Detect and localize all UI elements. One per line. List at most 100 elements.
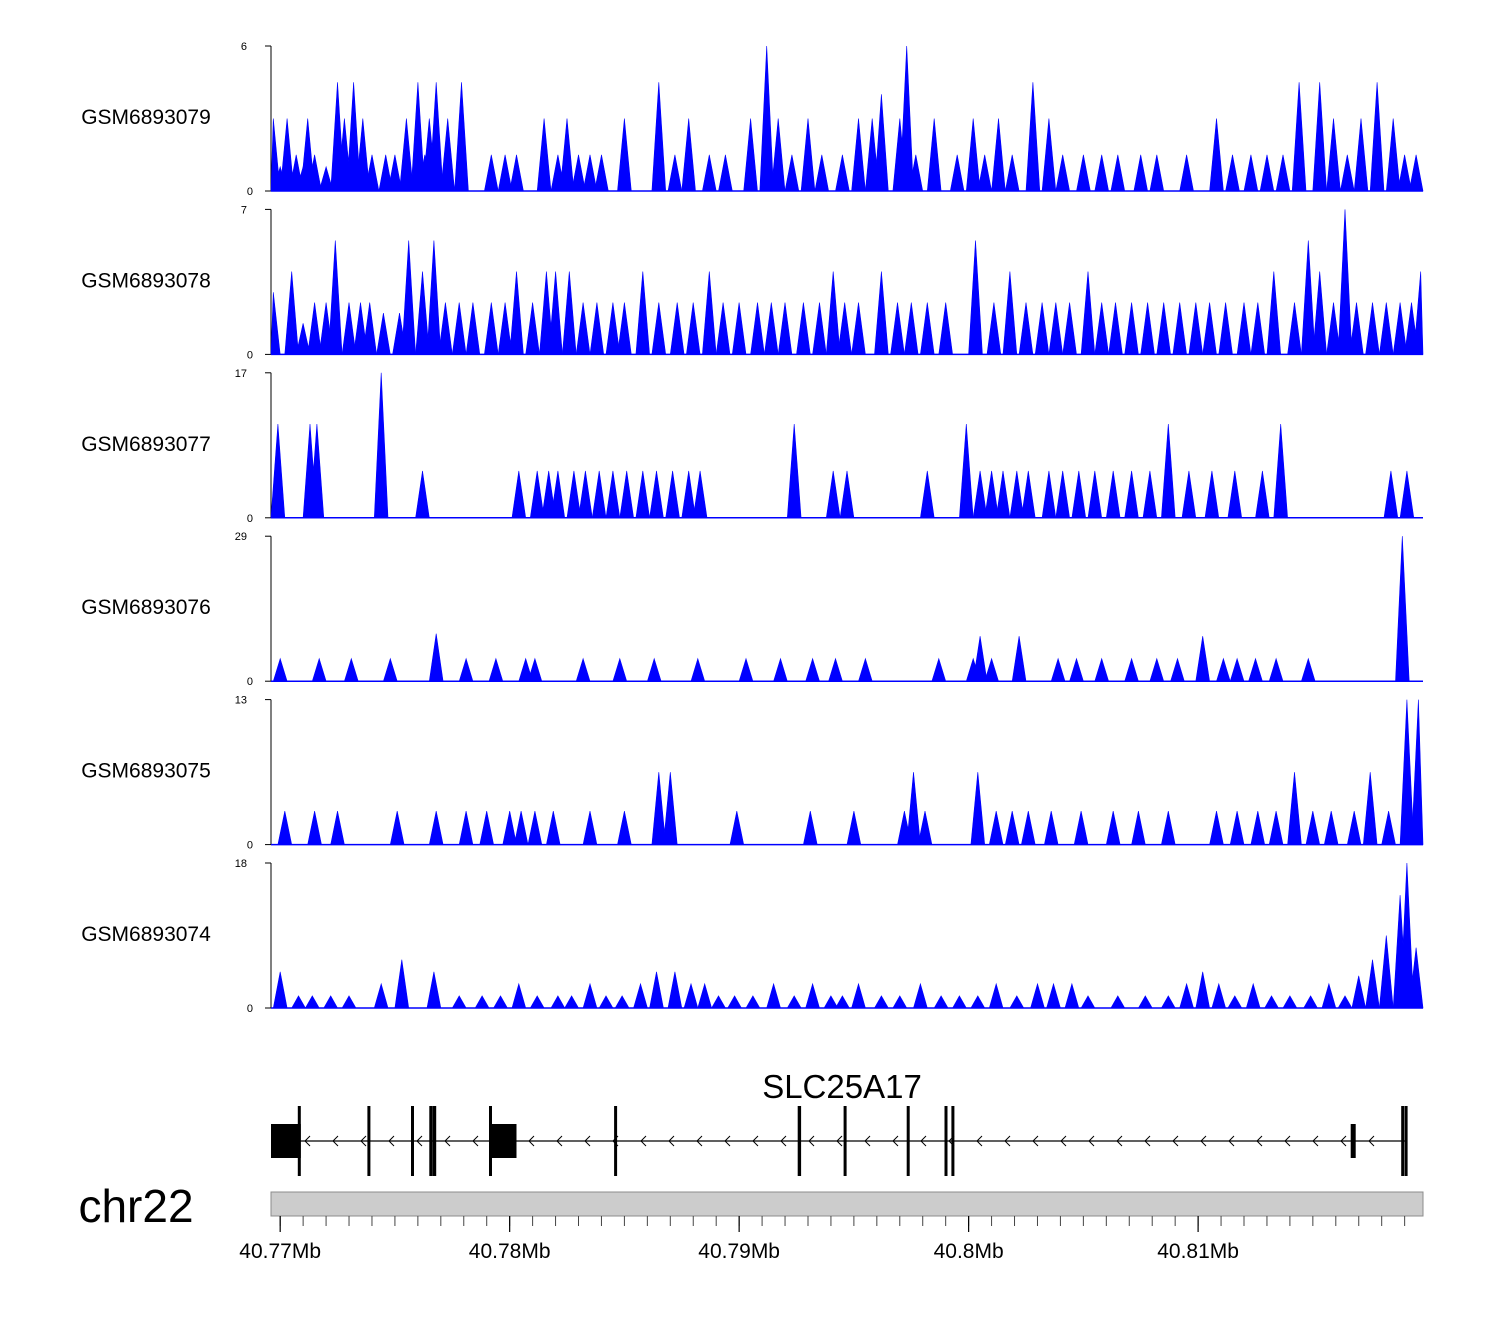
strand-chevron	[556, 1135, 563, 1147]
coverage-peak	[1349, 302, 1364, 355]
coverage-peak	[1202, 302, 1217, 355]
gene-exon	[432, 1106, 437, 1176]
coverage-peak	[1379, 935, 1394, 1009]
gene-exon	[1404, 1106, 1408, 1176]
coverage-peak	[605, 470, 621, 519]
coverage-peak	[1110, 154, 1126, 192]
coverage-peak	[1346, 811, 1362, 845]
coverage-peak	[690, 657, 706, 682]
coverage-peak	[803, 811, 818, 845]
strand-chevron	[780, 1135, 787, 1147]
coverage-peak	[1055, 154, 1070, 192]
track-ymax-label: 17	[235, 368, 247, 380]
coverage-peak	[1179, 982, 1194, 1009]
coverage-peak	[277, 811, 293, 845]
coverage-peak	[667, 154, 683, 192]
coverage-peak	[488, 657, 504, 682]
coverage-peak	[1303, 995, 1318, 1009]
coverage-peak	[1287, 772, 1302, 845]
chromosome-ideogram: chr22	[78, 1180, 1424, 1232]
coverage-peak	[362, 302, 377, 355]
coverage-peak	[683, 982, 699, 1009]
strand-chevron	[892, 1135, 899, 1147]
strand-chevron	[1172, 1135, 1179, 1147]
coverage-peak	[835, 154, 850, 192]
coverage-peak	[743, 118, 758, 192]
coverage-peak	[582, 811, 598, 845]
coverage-peak	[917, 811, 933, 845]
coverage-peak	[1351, 975, 1366, 1009]
coverage-peak	[1044, 811, 1059, 845]
coverage-peak	[328, 240, 343, 355]
coverage-peak	[428, 82, 444, 192]
strand-chevron	[808, 1135, 815, 1147]
strand-chevron	[1032, 1135, 1039, 1147]
coverage-peak	[566, 470, 582, 519]
track-ymax-label: 29	[235, 531, 247, 543]
strand-chevron	[836, 1135, 843, 1147]
coverage-peak	[1094, 657, 1110, 682]
coverage-peak	[497, 302, 513, 355]
track-label: GSM6893079	[81, 106, 211, 129]
coverage-peak	[1071, 470, 1087, 519]
coverage-peak	[1362, 772, 1378, 845]
coverage-peak	[1073, 811, 1089, 845]
coverage-peak	[484, 154, 499, 192]
coverage-peak	[786, 423, 802, 519]
strand-chevron	[668, 1135, 675, 1147]
coverage-peak	[1062, 302, 1077, 355]
coverage-tracks: GSM689307960GSM689307870GSM6893077170GSM…	[81, 41, 1424, 1015]
coverage-peak	[796, 302, 811, 355]
coverage-peak	[702, 271, 717, 355]
coverage-peak	[635, 470, 650, 519]
gene-exon	[489, 1124, 517, 1158]
coverage-peak	[1142, 470, 1158, 519]
coverage-peak	[598, 995, 614, 1009]
coverage-peak	[1195, 971, 1210, 1009]
coverage-peak	[1395, 536, 1410, 682]
coverage-peak	[1300, 657, 1316, 682]
coverage-peak	[1110, 995, 1126, 1009]
coverage-peak	[851, 118, 866, 192]
coverage-peak	[304, 995, 320, 1009]
coverage-peak	[415, 470, 430, 519]
coverage-peak	[651, 772, 667, 845]
coverage-peak	[1087, 470, 1103, 519]
coverage-peak	[823, 995, 839, 1009]
strand-chevron	[1200, 1135, 1207, 1147]
track-GSM6893079: GSM6893079 6 0	[81, 41, 1424, 198]
coverage-peak	[1124, 470, 1139, 519]
strand-chevron	[1228, 1135, 1235, 1147]
coverage-peak	[952, 995, 967, 1009]
coverage-peak	[307, 302, 322, 355]
coverage-peak	[1399, 470, 1415, 519]
track-GSM6893074: GSM6893074 18 0	[81, 858, 1424, 1015]
coverage-peak	[988, 982, 1004, 1009]
coverage-peak	[1225, 154, 1240, 192]
strand-chevron	[528, 1135, 535, 1147]
track-ymax-label: 13	[235, 695, 247, 707]
coverage-peak	[933, 995, 949, 1009]
coverage-peak	[738, 657, 754, 682]
coverage-peak	[1009, 995, 1025, 1009]
strand-chevron	[360, 1135, 367, 1147]
coverage-peak	[959, 423, 974, 519]
coverage-peak	[1321, 982, 1337, 1009]
coverage-peak	[1381, 811, 1396, 845]
coverage-peak	[1408, 154, 1424, 192]
coverage-peak	[548, 271, 563, 355]
coverage-peak	[1041, 470, 1057, 519]
coverage-peak	[1379, 302, 1394, 355]
coverage-peak	[681, 118, 696, 192]
strand-chevron	[1060, 1135, 1067, 1147]
coverage-peak	[1137, 995, 1153, 1009]
coverage-peak	[1229, 811, 1245, 845]
coverage-peak	[394, 959, 410, 1009]
coverage-peak	[1227, 470, 1243, 519]
coverage-peak	[1161, 811, 1176, 845]
coverage-peak	[1069, 657, 1084, 682]
strand-chevron	[724, 1135, 731, 1147]
gene-exon-edge	[489, 1106, 492, 1176]
coverage-peak	[681, 470, 696, 519]
strand-chevron	[1088, 1135, 1095, 1147]
